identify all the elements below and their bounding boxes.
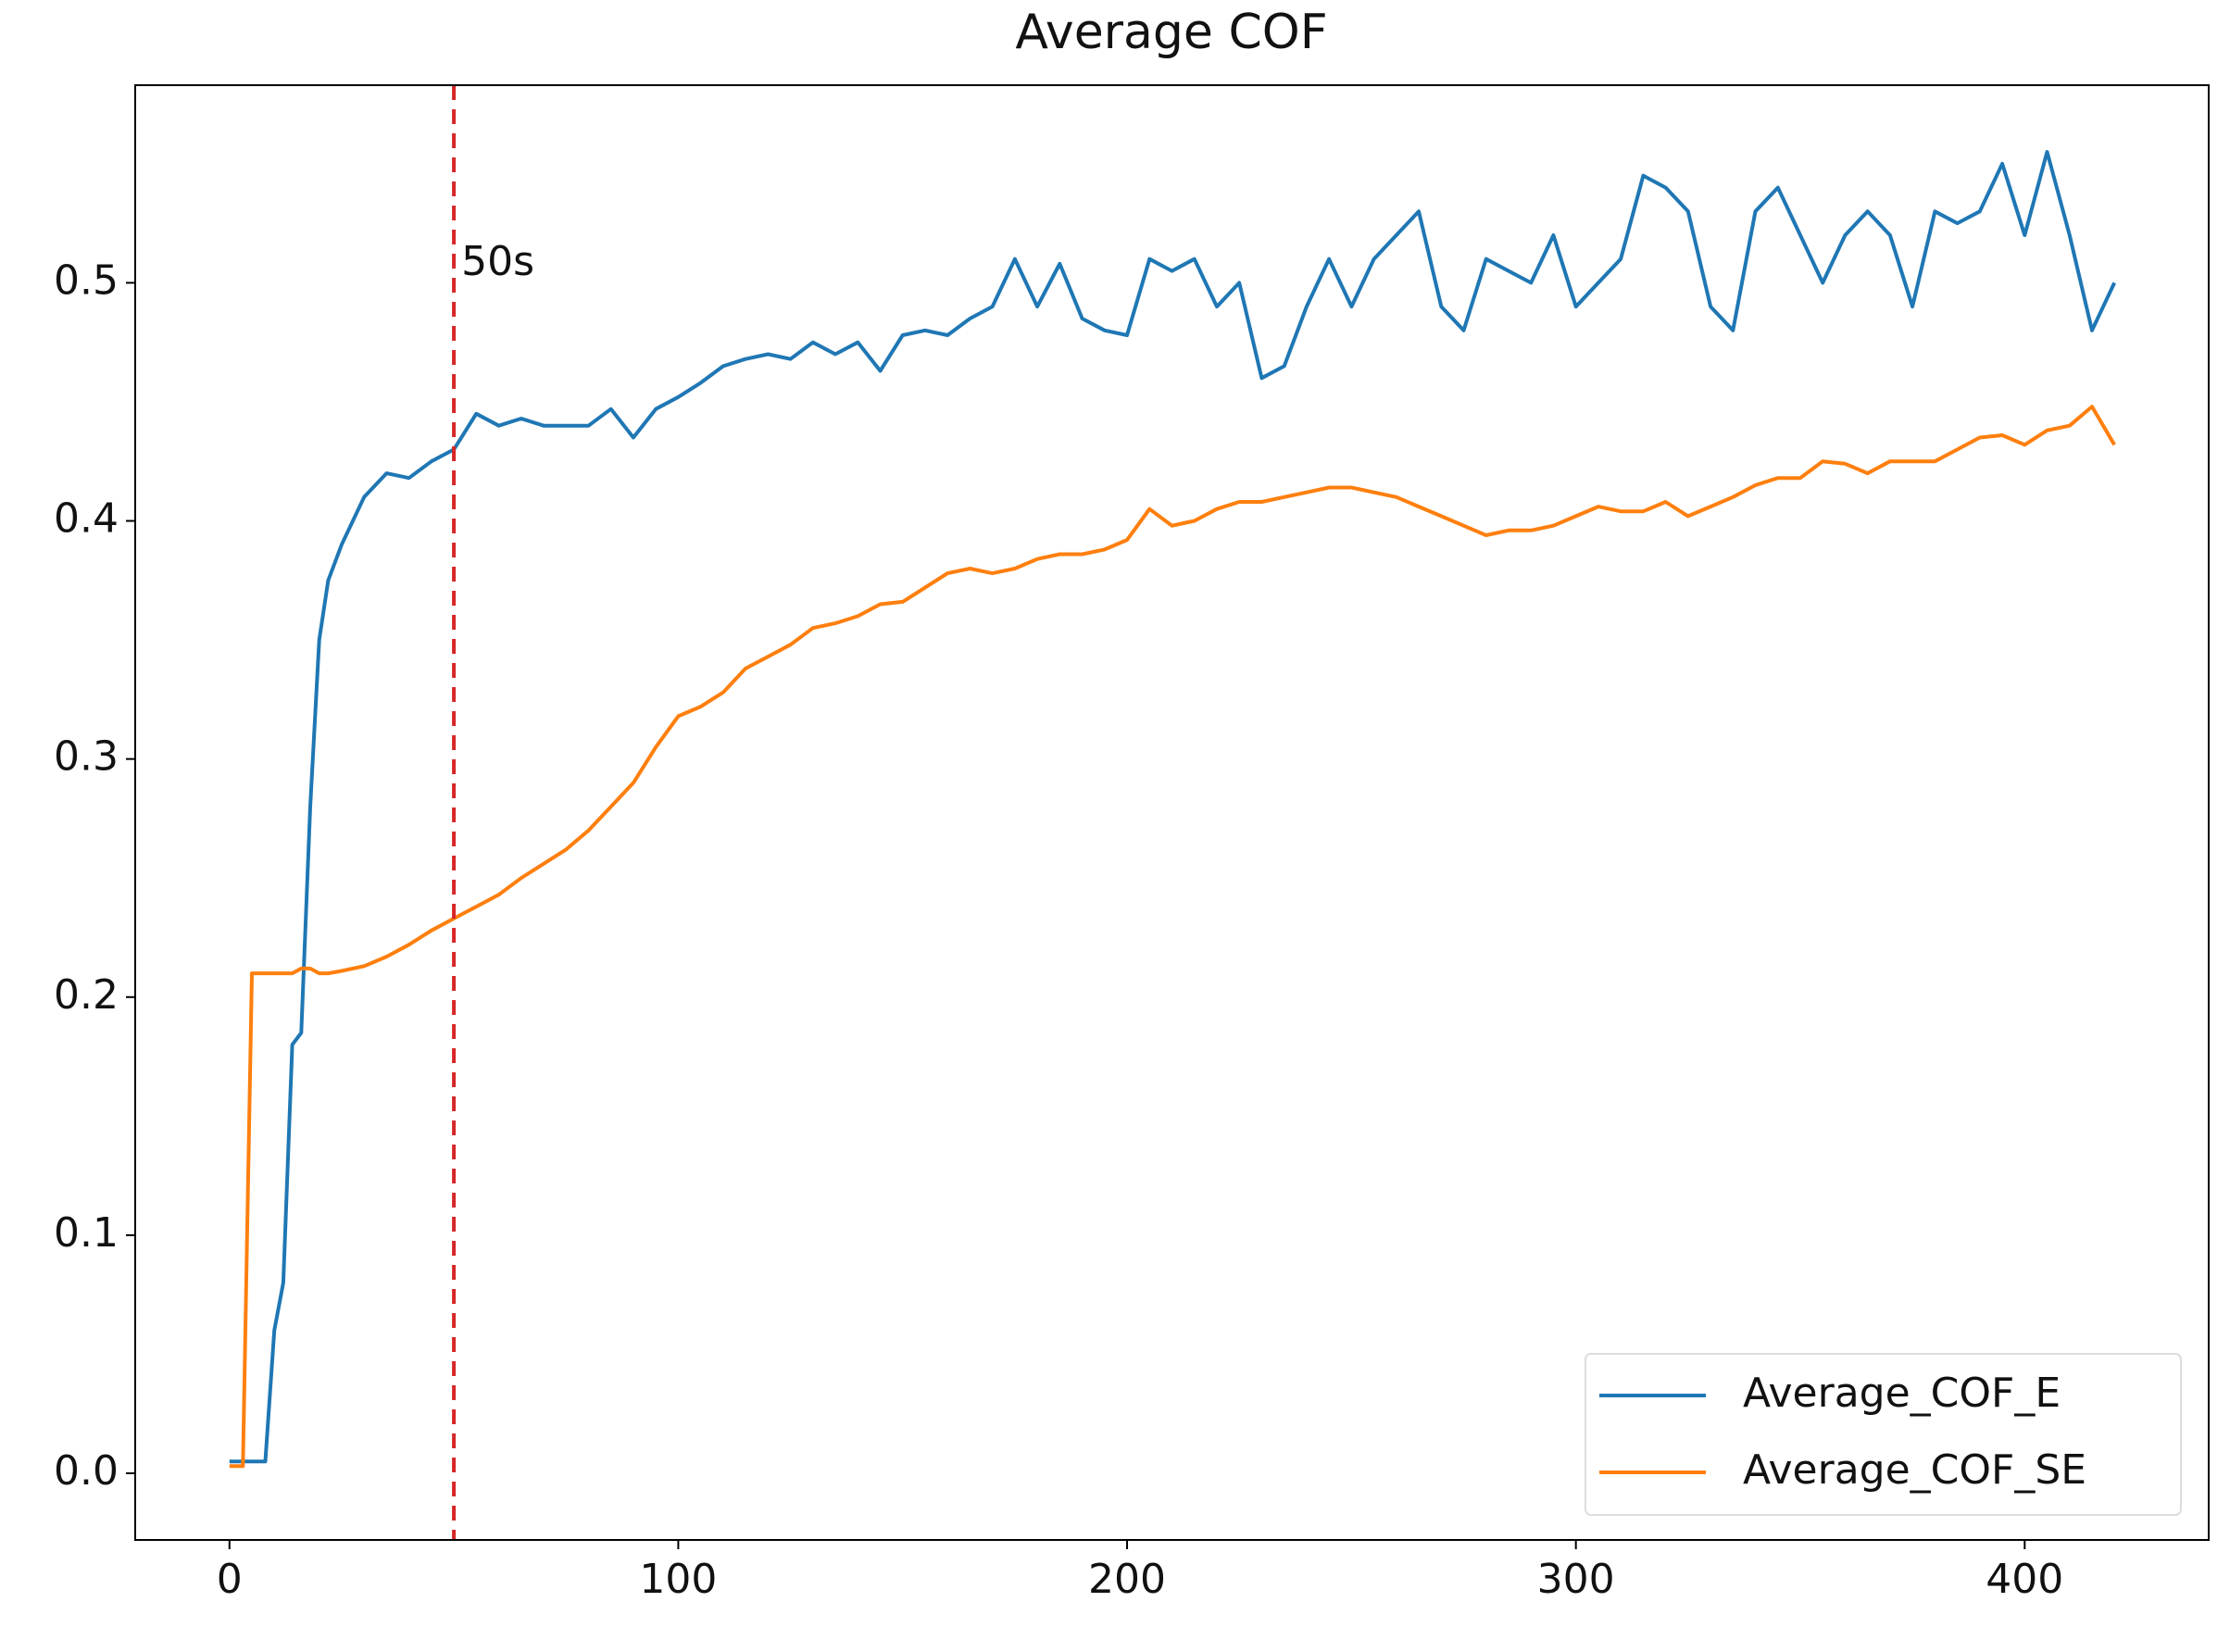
y-tick-label: 0.1 xyxy=(54,1209,119,1257)
y-tick-label: 0.3 xyxy=(54,733,119,781)
y-tick-label: 0.4 xyxy=(54,495,119,543)
y-tick-label: 0.2 xyxy=(54,971,119,1019)
x-tick-label: 0 xyxy=(217,1556,243,1603)
line-series xyxy=(229,405,2116,1469)
chart-title: Average COF xyxy=(1015,5,1327,60)
annotation: 50s xyxy=(461,238,534,285)
y-tick-label: 0.5 xyxy=(54,257,119,304)
x-tick-label: 300 xyxy=(1537,1556,1615,1603)
x-tick-label: 100 xyxy=(639,1556,717,1603)
legend-box xyxy=(1585,1353,2182,1516)
plot-frame xyxy=(134,84,2210,1541)
x-tick-label: 200 xyxy=(1088,1556,1166,1603)
line-series xyxy=(229,150,2117,1464)
legend-label: Average_COF_SE xyxy=(1743,1446,2086,1494)
legend-label: Average_COF_E xyxy=(1743,1370,2061,1417)
x-tick-label: 400 xyxy=(1986,1556,2063,1603)
y-tick-label: 0.0 xyxy=(54,1447,119,1495)
